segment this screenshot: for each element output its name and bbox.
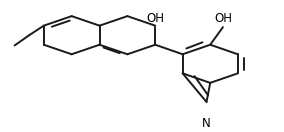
Text: N: N (202, 117, 211, 130)
Text: OH: OH (214, 12, 232, 25)
Text: OH: OH (146, 12, 164, 25)
